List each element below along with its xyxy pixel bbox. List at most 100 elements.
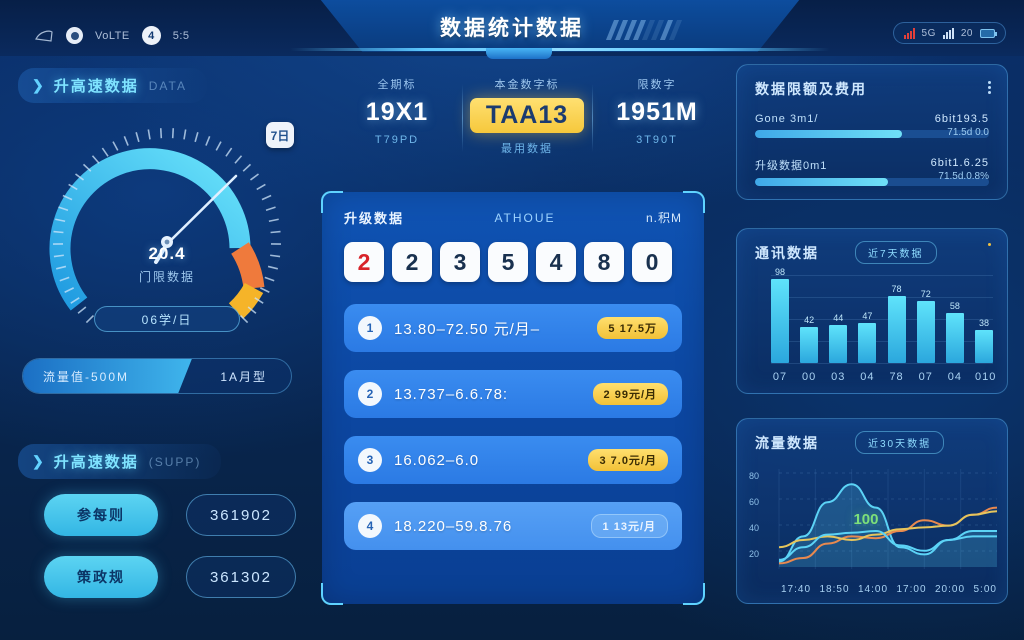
card2-range-tag[interactable]: 近7天数据 [855, 241, 937, 264]
line-x-tick: 17:40 [781, 584, 812, 595]
bar-value-label: 98 [774, 266, 785, 277]
progress-fill [23, 359, 192, 393]
banner-tab-handle[interactable] [486, 48, 552, 59]
plan-list-item[interactable]: 1 13.80–72.50 元/月– 5 17.5万 [344, 304, 682, 352]
list-item-text: 13.80–72.50 元/月– [394, 320, 541, 338]
plan-button-2[interactable]: 策政规 [44, 556, 158, 598]
list-index-icon: 2 [358, 382, 382, 406]
bar [858, 322, 877, 363]
section-header-plans[interactable]: ❯ 升高速数据 (SUPP) [18, 444, 222, 479]
corner-bracket-br [683, 583, 705, 605]
gauge-unit-pill[interactable]: 06学/日 [94, 306, 240, 332]
limit-row-1: Gone 3m1/ 6bit193.5 71.5d 0.0 [755, 113, 989, 138]
status-right-group: 5G 20 [892, 22, 1006, 44]
bar-column[interactable]: 98 [771, 267, 789, 363]
chevron-right-icon-2: ❯ [32, 453, 44, 469]
digit-box-6[interactable]: 8 [584, 242, 624, 282]
limit-1-bar [755, 130, 903, 138]
gauge-needle [154, 174, 238, 264]
x-tick-label: 04 [860, 371, 875, 383]
line-y-tick: 40 [749, 523, 760, 533]
bar-chart-bars: 98 42 44 47 78 72 58 38 [771, 267, 993, 363]
kpi-row: 全期标 19X1 T79PD 本金数字标 TAA13 最用数据 限数字 1951… [332, 76, 722, 172]
list-item-badge[interactable]: 2 99元/月 [592, 383, 668, 405]
plan-list-item[interactable]: 4 18.220–59.8.76 1 13元/月 [344, 502, 682, 550]
bar-column[interactable]: 72 [916, 289, 935, 363]
kpi-2-value: TAA13 [469, 98, 585, 133]
bar-column[interactable]: 58 [945, 301, 964, 363]
line-chart-annotation: 100 [853, 511, 879, 529]
gridline [771, 297, 993, 298]
list-item-badge[interactable]: 3 7.0元/月 [588, 449, 668, 471]
plan-row-1: 参每则 361902 [44, 494, 296, 536]
data-usage-progress[interactable]: 流量值-500M 1A月型 [22, 358, 292, 394]
bar-value-label: 72 [920, 289, 931, 300]
bar-value-label: 38 [978, 318, 989, 329]
bar [771, 278, 789, 363]
bar [800, 326, 819, 363]
kpi-1-label: 全期标 [377, 79, 417, 91]
section2-subtitle: (SUPP) [148, 454, 202, 469]
list-item-badge[interactable]: 5 17.5万 [597, 317, 668, 339]
digit-box-5[interactable]: 4 [536, 242, 576, 282]
signal-bars-red-icon [903, 27, 915, 39]
status-left-group: VoLTE 4 5:5 [34, 26, 190, 45]
carrier-label: VoLTE [95, 29, 130, 42]
bar-column[interactable]: 47 [858, 311, 877, 363]
digit-box-1[interactable]: 2 [344, 242, 384, 282]
card3-range-tag[interactable]: 近30天数据 [855, 431, 945, 454]
bar-column[interactable]: 78 [887, 284, 906, 363]
gauge-period-badge[interactable]: 7日 [266, 122, 294, 148]
plan-button-1[interactable]: 参每则 [44, 494, 158, 536]
digit-box-7[interactable]: 0 [632, 242, 672, 282]
user-icon[interactable] [66, 27, 83, 44]
line-y-tick: 20 [749, 549, 760, 559]
bar-column[interactable]: 38 [974, 318, 993, 363]
progress-label: 流量值-500M [43, 369, 130, 384]
x-tick-label: 010 [974, 371, 997, 383]
x-tick-label: 00 [802, 371, 817, 383]
corner-bracket-tr [683, 191, 705, 213]
list-item-badge[interactable]: 1 13元/月 [590, 514, 668, 538]
line-chart: 100 [751, 469, 998, 575]
network-type-label: 5G [921, 27, 936, 39]
plan-list-item[interactable]: 3 16.062–6.0 3 7.0元/月 [344, 436, 682, 484]
kpi-2: 本金数字标 TAA13 最用数据 [462, 76, 592, 172]
card3-title: 流量数据 [755, 435, 819, 451]
bar-value-label: 42 [804, 314, 815, 325]
card-data-limits: 数据限额及费用 Gone 3m1/ 6bit193.5 71.5d 0.0 升级… [736, 64, 1008, 200]
bar [829, 325, 848, 363]
banner-underline [290, 48, 830, 51]
gauge-value: 20.4 [148, 244, 186, 263]
section-header-speed[interactable]: ❯ 升高速数据 DATA [18, 68, 207, 103]
kebab-menu-icon[interactable] [988, 81, 991, 94]
bar [945, 313, 964, 363]
bar-column[interactable]: 44 [829, 313, 848, 363]
digit-box-2[interactable]: 2 [392, 242, 432, 282]
plan-list: 1 13.80–72.50 元/月– 5 17.5万 2 13.737–6.6.78: 2… [344, 304, 682, 550]
bar-value-label: 44 [833, 313, 844, 324]
limit-1-percent: 71.5d 0.0 [947, 127, 989, 138]
gridline [771, 341, 993, 342]
x-tick-label: 07 [772, 371, 788, 383]
bar-value-label: 58 [949, 301, 960, 312]
bar [916, 301, 935, 363]
kpi-1-sub: T79PD [374, 134, 420, 146]
notification-badge[interactable]: 4 [141, 26, 161, 45]
bar-column[interactable]: 42 [800, 314, 819, 363]
plan-list-item[interactable]: 2 13.737–6.6.78: 2 99元/月 [344, 370, 682, 418]
digit-box-3[interactable]: 3 [440, 242, 480, 282]
series-line-yellow [778, 510, 998, 549]
clock-label: 5:5 [172, 29, 190, 42]
list-index-icon: 1 [358, 316, 382, 340]
digit-box-4[interactable]: 5 [488, 242, 528, 282]
battery-percent-label: 20 [960, 27, 973, 39]
chevron-right-icon: ❯ [32, 77, 44, 93]
gridline [771, 319, 993, 320]
gauge-caption: 门限数据 [138, 270, 195, 284]
plan-value-2: 361302 [186, 556, 296, 598]
card2-title: 通讯数据 [755, 245, 819, 261]
